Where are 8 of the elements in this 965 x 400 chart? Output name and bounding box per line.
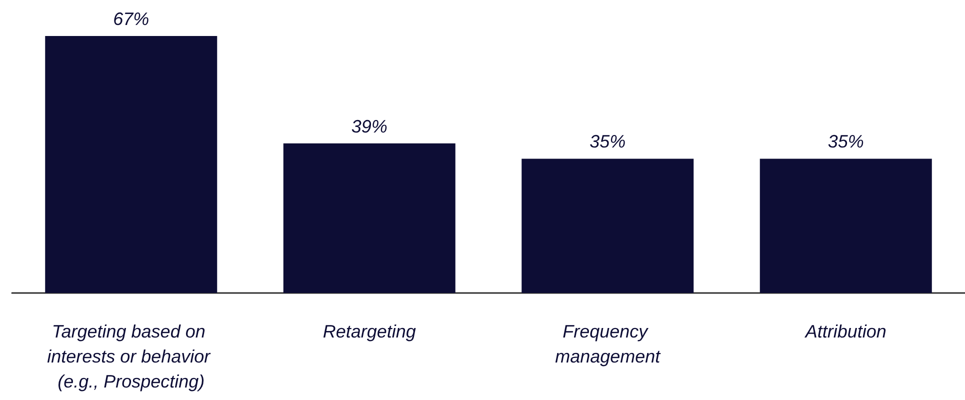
data-label: 35% bbox=[828, 132, 864, 152]
data-label: 35% bbox=[590, 132, 626, 152]
x-tick-label: Retargeting bbox=[322, 322, 416, 342]
x-tick-label: Targeting based on interests or behavior (e.g., Prospecting) bbox=[47, 322, 216, 392]
x-tick-label: Attribution bbox=[804, 322, 886, 342]
data-label: 39% bbox=[351, 116, 388, 136]
data-label: 67% bbox=[113, 9, 150, 29]
x-tick-label: Frequency management bbox=[555, 322, 662, 366]
